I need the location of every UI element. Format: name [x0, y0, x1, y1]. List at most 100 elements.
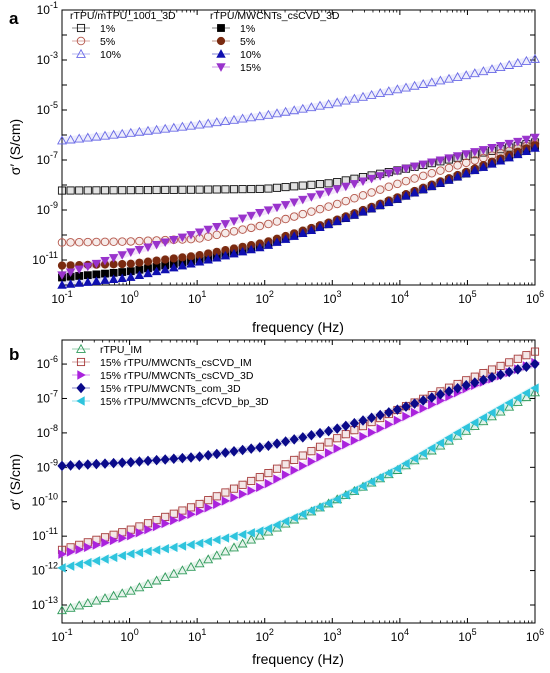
data-point: [393, 415, 403, 426]
data-point: [160, 454, 170, 465]
data-point: [108, 254, 119, 263]
data-point: [57, 460, 67, 472]
data-point: [426, 77, 437, 87]
legend-group-title: rTPU/mTPU_1001_3D: [70, 10, 176, 22]
data-point: [194, 538, 204, 549]
data-point: [58, 549, 67, 559]
data-point: [57, 271, 67, 280]
data-point: [152, 185, 161, 195]
data-point: [504, 139, 514, 149]
data-point: [505, 358, 514, 367]
data-point: [75, 186, 84, 195]
data-point: [82, 132, 93, 142]
data-point: [522, 351, 531, 360]
data-point: [410, 174, 419, 183]
data-point: [117, 273, 127, 282]
data-point: [169, 185, 178, 194]
data-point: [469, 417, 479, 428]
data-point: [513, 364, 523, 375]
data-point: [178, 512, 188, 523]
data-point: [204, 185, 213, 194]
data-point: [290, 465, 300, 476]
data-point: [392, 404, 402, 415]
data-point: [186, 561, 196, 571]
data-point: [263, 440, 273, 451]
data-point: [315, 222, 325, 232]
data-point: [367, 188, 376, 197]
data-point: [324, 438, 333, 447]
data-point: [358, 177, 368, 187]
data-point: [298, 209, 308, 219]
data-point: [281, 436, 291, 447]
legend-marker: [76, 36, 86, 46]
legend-label: 15%: [240, 62, 261, 74]
legend-marker: [76, 357, 86, 367]
data-point: [82, 557, 92, 568]
data-point: [117, 550, 126, 561]
data-point: [340, 95, 351, 105]
data-point: [84, 542, 93, 552]
data-point: [461, 379, 471, 391]
data-point: [435, 75, 446, 85]
data-point: [427, 181, 437, 190]
data-point: [264, 184, 273, 193]
legend-label: 15% rTPU/MWCNTs_cfCVD_bp_3D: [100, 396, 269, 408]
data-point: [238, 225, 247, 234]
data-point: [299, 461, 308, 471]
data-point: [409, 80, 420, 90]
data-point: [83, 277, 93, 286]
data-point: [229, 114, 239, 124]
x-tick-label: 102: [256, 289, 274, 306]
data-point: [229, 248, 239, 258]
data-point: [495, 155, 506, 165]
data-point: [246, 528, 255, 538]
data-point: [256, 482, 265, 492]
data-point: [521, 55, 532, 65]
data-point: [57, 186, 67, 195]
data-point: [263, 523, 273, 534]
data-point: [255, 221, 265, 231]
data-point: [178, 506, 187, 515]
data-point: [100, 237, 110, 247]
data-point: [315, 180, 325, 189]
data-point: [298, 228, 308, 237]
data-point: [392, 166, 403, 176]
data-point: [74, 133, 85, 143]
data-point: [281, 214, 290, 224]
data-point: [74, 278, 84, 287]
y-tick-label: 10-5: [37, 100, 58, 117]
data-point: [238, 480, 247, 489]
y-tick-label: 10-7: [37, 388, 58, 405]
data-point: [169, 254, 178, 263]
data-point: [307, 207, 316, 216]
data-point: [83, 262, 93, 272]
data-point: [83, 186, 92, 195]
data-point: [117, 128, 128, 138]
data-point: [100, 554, 109, 564]
data-point: [323, 219, 334, 229]
data-point: [263, 109, 274, 119]
data-point: [478, 374, 488, 386]
data-point: [315, 100, 325, 110]
data-point: [237, 529, 247, 540]
panel-a-chart: a 10-1 100 101 102 103 104 105 106 10-11 10-9 10-7…: [7, 0, 544, 335]
data-point: [332, 199, 342, 209]
data-point: [297, 509, 307, 519]
data-point: [444, 433, 453, 443]
data-point: [126, 186, 135, 195]
data-point: [306, 225, 317, 234]
data-point: [135, 527, 145, 538]
data-point: [453, 161, 462, 170]
data-point: [229, 185, 239, 194]
data-point: [281, 460, 290, 469]
data-point: [237, 214, 248, 224]
data-point: [212, 222, 222, 232]
series-3: [57, 358, 540, 472]
data-point: [203, 536, 212, 547]
data-point: [392, 463, 402, 474]
data-point: [212, 252, 222, 262]
data-point: [118, 533, 128, 543]
data-point: [409, 453, 419, 464]
panel-a-x-axis-label: frequency (Hz): [252, 319, 344, 335]
data-point: [426, 443, 436, 453]
